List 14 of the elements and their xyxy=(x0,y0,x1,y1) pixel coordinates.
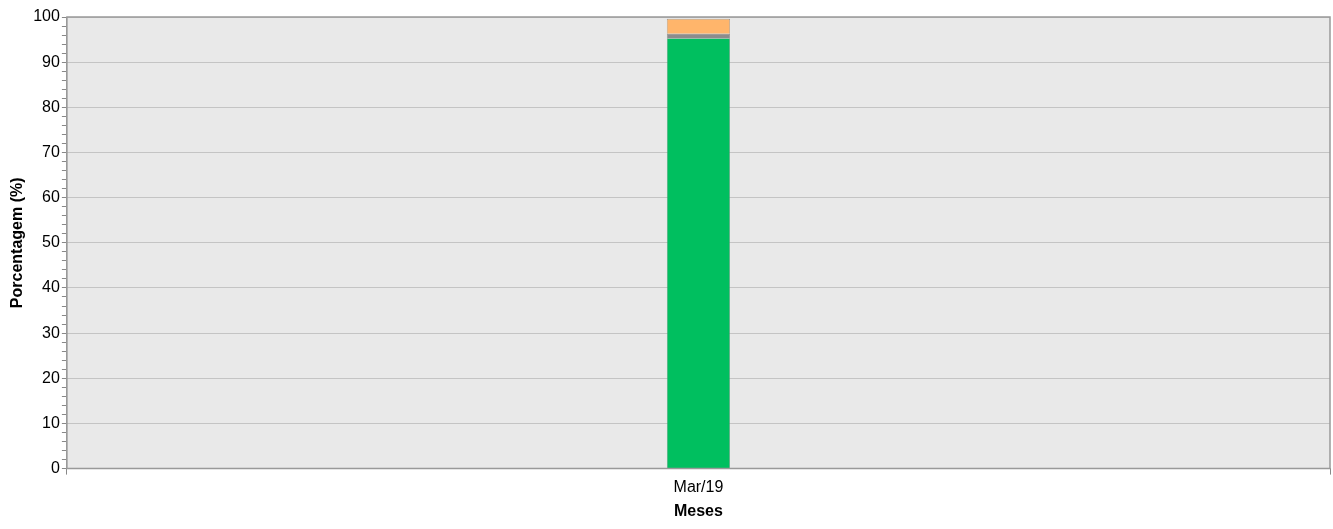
y-tick-label: 30 xyxy=(42,323,60,341)
y-axis-title: Porcentagem (%) xyxy=(8,177,26,309)
y-tick-label: 20 xyxy=(42,368,60,386)
y-tick-label: 100 xyxy=(33,7,60,25)
y-tick-label: 0 xyxy=(50,459,60,477)
y-tick-label: 70 xyxy=(42,142,60,160)
y-tick-label: 90 xyxy=(42,52,60,70)
y-tick-label: 10 xyxy=(42,413,60,431)
y-tick-label: 80 xyxy=(42,97,60,115)
y-tick-label: 60 xyxy=(42,188,60,206)
x-tick-label: Mar/19 xyxy=(673,477,724,495)
x-axis-title: Meses xyxy=(673,501,724,519)
y-tick-label: 50 xyxy=(42,233,60,251)
y-tick-label: 40 xyxy=(42,278,60,296)
